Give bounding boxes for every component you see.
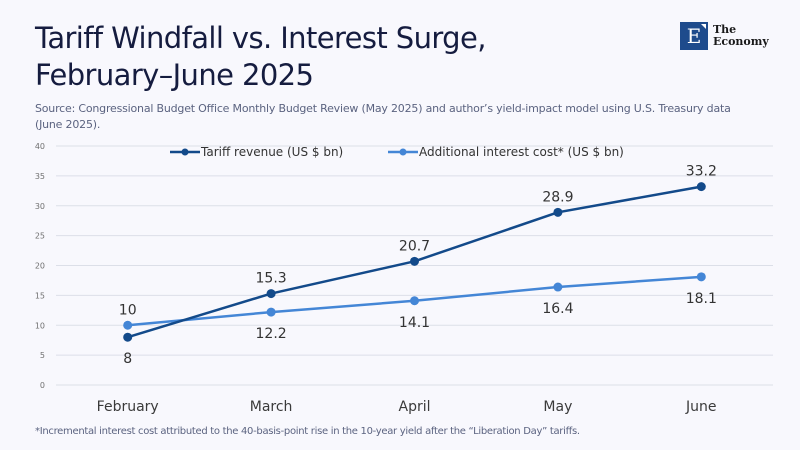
series-lines — [123, 182, 706, 342]
y-tick-label: 0 — [40, 381, 45, 390]
y-tick-label: 35 — [35, 172, 45, 181]
logo-text-line2: Economy — [713, 35, 769, 48]
y-tick-label: 30 — [35, 202, 45, 211]
y-tick-label: 25 — [35, 232, 45, 241]
data-point — [266, 307, 276, 317]
y-tick-label: 15 — [35, 291, 45, 300]
logo-mark-icon: E — [680, 22, 708, 50]
data-labels: 10 12.2 14.1 16.4 18.1 8 15.3 20.7 28.9 33.2 — [119, 164, 717, 368]
the-economy-logo: E The Economy — [680, 22, 769, 50]
x-axis-ticks: February March April May June — [97, 399, 717, 415]
data-point — [553, 282, 563, 292]
data-label: 28.9 — [542, 189, 573, 205]
chart-title-line1: Tariff Windfall vs. Interest Surge, — [35, 21, 486, 55]
data-label: 33.2 — [686, 164, 717, 180]
y-tick-label: 10 — [35, 321, 45, 330]
data-point — [123, 320, 133, 330]
legend-swatch-marker — [399, 148, 407, 156]
gridlines — [56, 145, 773, 386]
chart-title: Tariff Windfall vs. Interest Surge, Febr… — [35, 20, 655, 94]
data-point — [696, 182, 706, 192]
data-label: 15.3 — [256, 271, 287, 287]
x-tick-label: May — [543, 399, 572, 415]
data-label: 8 — [123, 351, 132, 367]
legend-label: Tariff revenue (US $ bn) — [200, 145, 343, 159]
y-tick-label: 5 — [40, 351, 45, 360]
logo-text: The Economy — [713, 24, 769, 48]
legend-swatch-marker — [181, 148, 189, 156]
logo-text-line1: The — [713, 23, 737, 36]
data-label: 12.2 — [256, 326, 287, 342]
y-tick-label: 40 — [35, 142, 45, 151]
data-point — [410, 296, 419, 306]
x-tick-label: June — [685, 399, 717, 415]
y-tick-label: 20 — [35, 262, 45, 271]
legend-label: Additional interest cost* (US $ bn) — [419, 145, 624, 159]
x-tick-label: March — [250, 399, 293, 415]
data-label: 14.1 — [399, 315, 430, 331]
x-tick-label: April — [399, 399, 431, 415]
data-label: 16.4 — [542, 301, 573, 317]
data-point — [553, 207, 563, 217]
legend: Tariff revenue (US $ bn) Additional inter… — [170, 145, 624, 159]
data-point — [696, 272, 706, 282]
data-label: 20.7 — [399, 238, 430, 254]
data-point — [266, 289, 276, 299]
source-note: Source: Congressional Budget Office Mont… — [35, 102, 731, 131]
y-axis-ticks: 0 5 10 15 20 25 30 35 40 — [35, 142, 45, 390]
footnote: *Incremental interest cost attributed to… — [35, 426, 580, 437]
x-tick-label: February — [97, 399, 159, 415]
data-point — [123, 332, 133, 342]
data-label: 18.1 — [686, 291, 717, 307]
chart-title-line2: February–June 2025 — [35, 58, 314, 92]
data-label: 10 — [119, 302, 137, 318]
data-point — [410, 256, 419, 266]
